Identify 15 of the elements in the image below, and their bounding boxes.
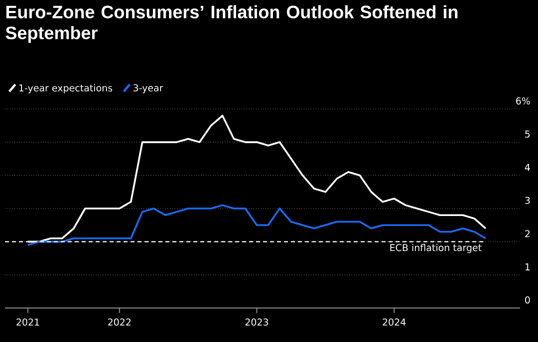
x-tick-label: 2023 xyxy=(245,318,268,326)
legend-label: 1-year expectations xyxy=(19,84,112,94)
x-tick-label: 2024 xyxy=(382,318,406,326)
y-tick-label: 5 xyxy=(525,130,530,138)
x-tick-label: 2021 xyxy=(16,318,40,326)
chart-title: Euro-Zone Consumers’ Inflation Outlook Softened in September xyxy=(6,5,458,43)
y-tick-label: 2 xyxy=(525,230,530,238)
x-tick-label: 2022 xyxy=(108,318,131,326)
y-tick-label: 6% xyxy=(516,97,530,104)
ref-line-label: ECB inflation target xyxy=(390,244,482,254)
y-tick-label: 0 xyxy=(525,296,530,304)
legend-label: 3-year xyxy=(134,84,164,94)
y-tick-label: 1 xyxy=(526,263,530,270)
y-tick-label: 4 xyxy=(524,164,530,171)
y-tick-label: 3 xyxy=(525,196,530,204)
